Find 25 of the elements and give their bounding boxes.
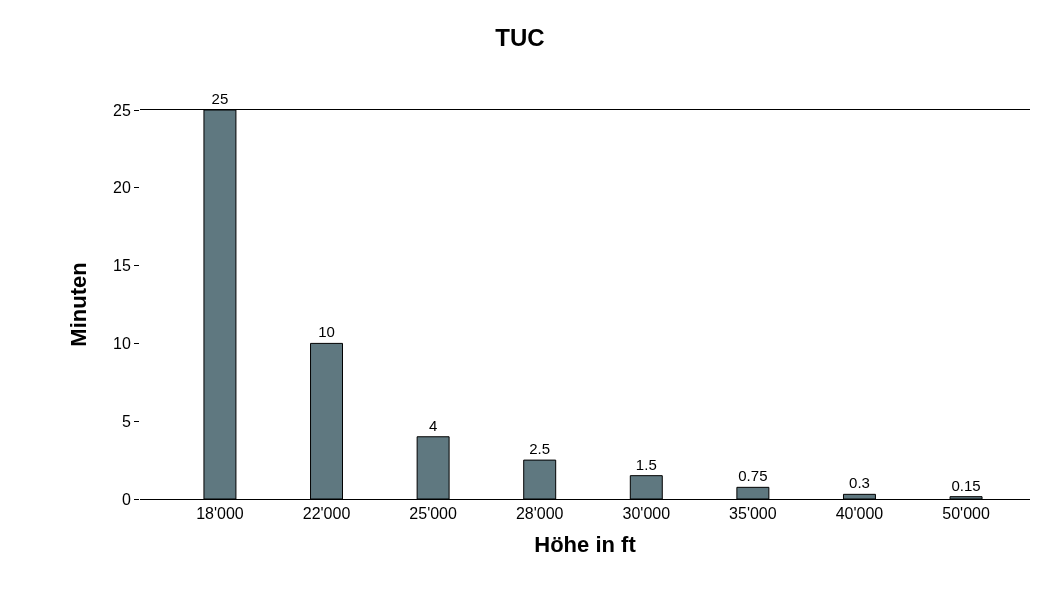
x-tick-label: 22'000 — [302, 505, 351, 523]
x-axis-title: Höhe in ft — [534, 532, 637, 558]
y-tick-label: 5 — [121, 412, 131, 430]
x-tick-label: 18'000 — [196, 505, 244, 523]
x-tick-label: 40'000 — [835, 505, 884, 523]
x-tick-label: 50'000 — [942, 505, 990, 523]
x-tick-label: 28'000 — [515, 505, 564, 523]
y-axis-title: Minuten — [65, 262, 91, 347]
y-tick-label: 0 — [121, 490, 131, 508]
x-tick-label: 35'000 — [729, 505, 777, 523]
data-label: 1.5 — [635, 455, 657, 473]
y-tick-label: 20 — [113, 179, 131, 197]
data-label: 2.5 — [529, 440, 551, 458]
data-label: 25 — [211, 90, 229, 107]
data-label: 0.3 — [849, 474, 870, 492]
chart-title: TUC — [495, 24, 545, 52]
y-tick-label: 25 — [113, 101, 131, 119]
x-tick-label: 25'000 — [409, 505, 457, 523]
data-label: 10 — [318, 323, 335, 341]
data-label: 0.75 — [738, 467, 768, 485]
data-label: 0.15 — [951, 476, 981, 494]
y-tick-label: 15 — [113, 257, 131, 275]
x-tick-label: 30'000 — [622, 505, 671, 523]
y-tick-label: 10 — [113, 335, 131, 352]
data-label: 4 — [428, 416, 438, 434]
